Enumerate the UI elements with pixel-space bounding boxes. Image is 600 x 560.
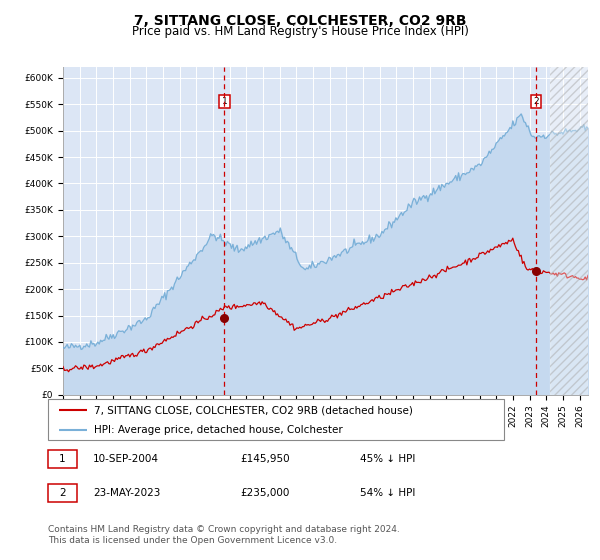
Text: 1: 1 — [221, 97, 227, 106]
Text: Price paid vs. HM Land Registry's House Price Index (HPI): Price paid vs. HM Land Registry's House … — [131, 25, 469, 38]
Text: 45% ↓ HPI: 45% ↓ HPI — [360, 454, 415, 464]
Bar — [550, 67, 588, 395]
Text: 23-MAY-2023: 23-MAY-2023 — [93, 488, 160, 498]
Text: 54% ↓ HPI: 54% ↓ HPI — [360, 488, 415, 498]
Text: 7, SITTANG CLOSE, COLCHESTER, CO2 9RB: 7, SITTANG CLOSE, COLCHESTER, CO2 9RB — [134, 14, 466, 28]
Text: 2: 2 — [59, 488, 66, 498]
Text: Contains HM Land Registry data © Crown copyright and database right 2024.
This d: Contains HM Land Registry data © Crown c… — [48, 525, 400, 545]
Text: 1: 1 — [59, 454, 66, 464]
Text: £235,000: £235,000 — [240, 488, 289, 498]
FancyBboxPatch shape — [48, 399, 504, 440]
Text: HPI: Average price, detached house, Colchester: HPI: Average price, detached house, Colc… — [94, 424, 343, 435]
Bar — [550, 67, 588, 395]
Text: 7, SITTANG CLOSE, COLCHESTER, CO2 9RB (detached house): 7, SITTANG CLOSE, COLCHESTER, CO2 9RB (d… — [94, 405, 412, 415]
Text: 10-SEP-2004: 10-SEP-2004 — [93, 454, 159, 464]
Text: £145,950: £145,950 — [240, 454, 290, 464]
Text: 2: 2 — [533, 97, 539, 106]
